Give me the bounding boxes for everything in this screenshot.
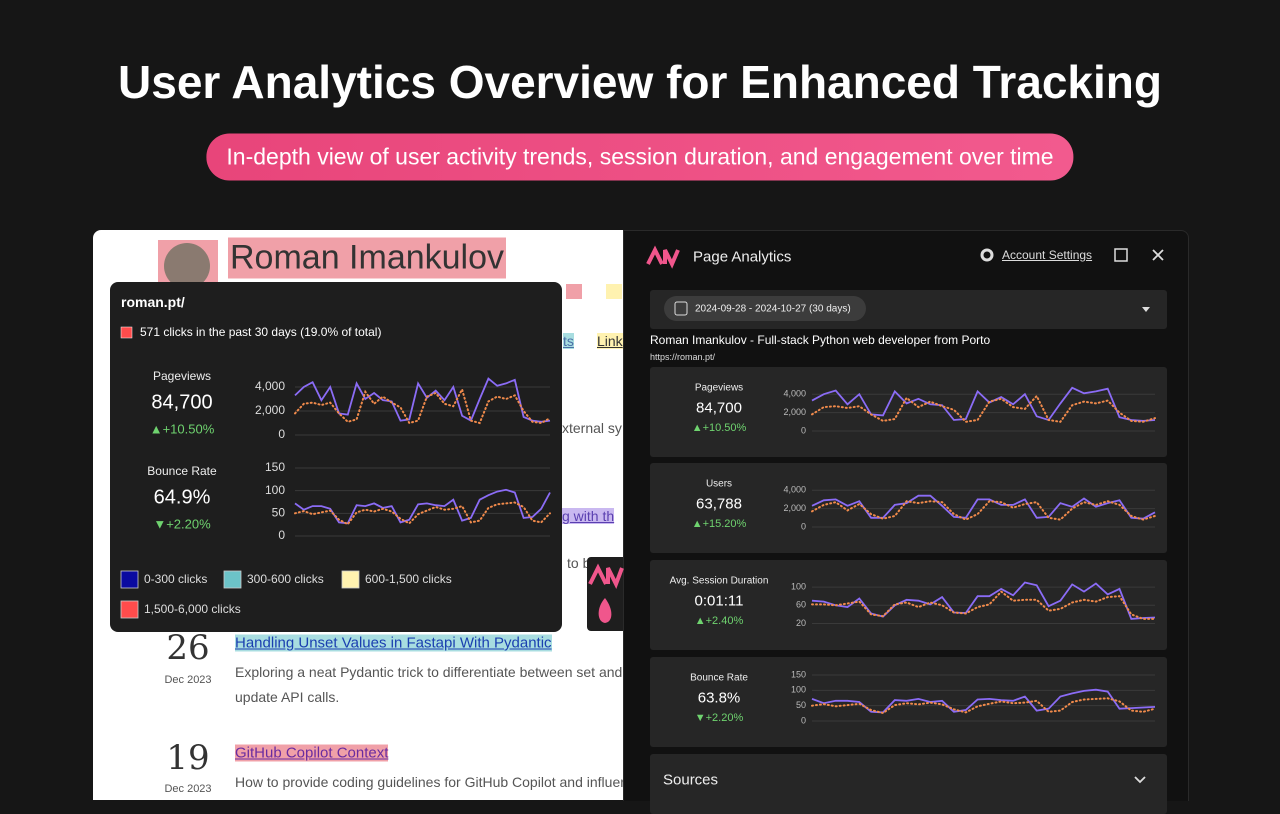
metric-label: Bounce Rate — [690, 672, 748, 684]
post-title[interactable]: Handling Unset Values in Fastapi With Py… — [235, 634, 552, 652]
metric-change: ▲+10.50% — [149, 421, 215, 437]
metric-label: Avg. Session Duration — [669, 575, 769, 587]
page-url: https://roman.pt/ — [650, 352, 716, 362]
date-range: 2024-09-28 - 2024-10-27 (30 days) — [695, 303, 851, 315]
text-fragment[interactable]: Link — [597, 333, 623, 349]
post-text: How to provide coding guidelines for Git… — [235, 774, 623, 790]
author-name: Roman Imankulov — [228, 237, 507, 279]
post-month: Dec 2023 — [164, 783, 212, 795]
text-fragment[interactable]: g with th — [562, 508, 615, 524]
legend-label: 600-1,500 clicks — [365, 572, 452, 586]
metric-value: 63,788 — [696, 495, 742, 513]
metric-change: ▲+10.50% — [691, 422, 747, 434]
metric-label: Pageviews — [694, 382, 744, 394]
panel-title: Page Analytics — [693, 248, 792, 266]
post-title[interactable]: GitHub Copilot Context — [235, 744, 389, 762]
metric-value: 84,700 — [151, 391, 213, 414]
metric-change: ▲+15.20% — [691, 518, 747, 530]
metric-change: ▼+2.20% — [153, 516, 211, 532]
text-fragment: to b — [567, 555, 591, 571]
legend-label: 1,500-6,000 clicks — [144, 602, 241, 616]
metric-label: Pageviews — [152, 369, 212, 383]
popup-summary: 571 clicks in the past 30 days (19.0% of… — [140, 325, 382, 339]
popup — [110, 282, 562, 632]
metric-label: Bounce Rate — [147, 464, 217, 478]
avatar — [158, 240, 218, 289]
text-fragment: xternal sy — [562, 420, 622, 436]
subtitle: In-depth view of user activity trends, s… — [206, 133, 1074, 181]
legend-label: 300-600 clicks — [247, 572, 324, 586]
floating-button[interactable] — [587, 557, 623, 631]
metric-change: ▼+2.20% — [694, 712, 744, 724]
legend-label: 0-300 clicks — [144, 572, 208, 586]
metric-value: 63.8% — [697, 689, 741, 707]
post-month: Dec 2023 — [164, 674, 212, 686]
post-day: 19 — [166, 738, 210, 778]
text-fragment[interactable]: ts — [563, 333, 574, 349]
page-title: Roman Imankulov - Full-stack Python web … — [650, 333, 991, 347]
sources-card[interactable] — [650, 754, 1167, 814]
metric-value: 64.9% — [153, 486, 211, 509]
sources-title[interactable]: Sources — [663, 771, 719, 789]
metric-change: ▲+2.40% — [694, 615, 744, 627]
metric-value: 84,700 — [696, 399, 742, 417]
metric-label: Users — [705, 478, 733, 490]
post-text: update API calls. — [235, 689, 340, 705]
metric-value: 0:01:11 — [694, 592, 744, 610]
date-chip — [664, 296, 866, 321]
title: User Analytics Overview for Enhanced Tra… — [118, 56, 1162, 108]
post-day: 26 — [166, 628, 210, 668]
post-text: Exploring a neat Pydantic trick to diffe… — [235, 664, 623, 680]
popup-url: roman.pt/ — [121, 294, 185, 310]
account-settings[interactable]: Account Settings — [1002, 248, 1093, 262]
